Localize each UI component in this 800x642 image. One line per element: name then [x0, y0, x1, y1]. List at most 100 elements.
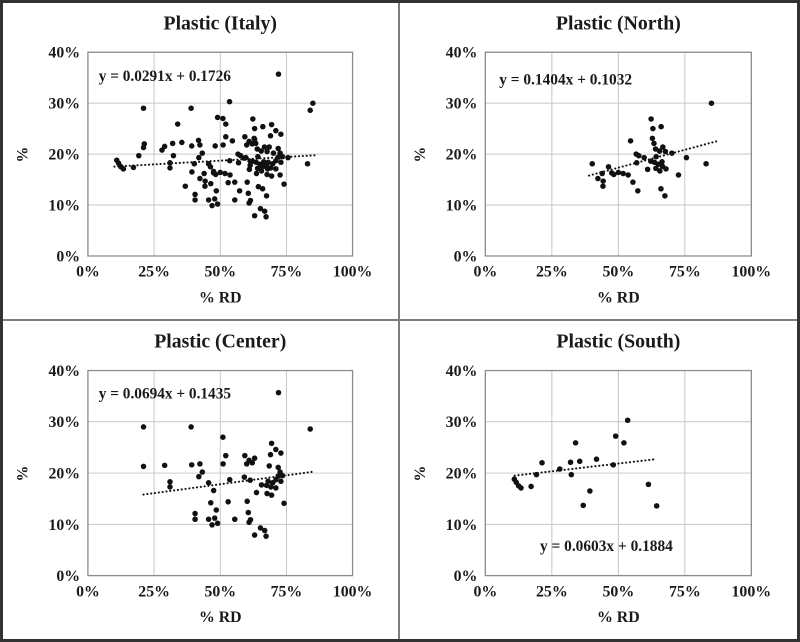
x-tick-label: 50% [602, 264, 634, 281]
data-point [260, 123, 266, 130]
data-point [568, 471, 575, 478]
x-tick-label: 25% [138, 583, 170, 600]
data-point [260, 159, 267, 165]
chart-title: Plastic (North) [556, 13, 681, 35]
data-point [250, 116, 256, 122]
data-point [257, 205, 264, 212]
data-point [161, 462, 168, 469]
y-tick-labels: 0% 10% 20% 30% 40% [446, 45, 478, 266]
y-tick-label: 0% [56, 568, 80, 585]
data-point [251, 455, 258, 461]
data-point [205, 480, 212, 486]
data-point [205, 161, 212, 167]
data-point [188, 424, 194, 430]
data-point [708, 100, 715, 106]
data-point [658, 186, 664, 192]
y-tick-label: 40% [446, 45, 478, 62]
data-point [141, 141, 148, 147]
data-point [247, 162, 253, 169]
x-tick-label: 75% [271, 264, 303, 281]
data-point [225, 499, 231, 505]
data-point [179, 139, 185, 146]
data-point [249, 141, 256, 147]
data-point [213, 507, 220, 513]
data-point [620, 170, 626, 177]
data-point [258, 168, 265, 174]
data-point [251, 125, 258, 132]
data-point [572, 440, 579, 446]
data-point [657, 168, 663, 174]
data-point [229, 138, 236, 144]
data-point [254, 165, 261, 172]
data-point [662, 148, 669, 155]
data-point [263, 533, 269, 539]
data-point [130, 164, 137, 171]
data-point [683, 154, 690, 161]
data-point [656, 148, 663, 154]
data-point [621, 440, 627, 446]
data-point [257, 525, 264, 531]
data-point [263, 193, 270, 199]
x-axis-title: % RD [597, 609, 640, 626]
data-point [244, 179, 250, 185]
data-point [223, 452, 229, 459]
data-point [595, 175, 601, 182]
x-axis-title: % RD [597, 289, 640, 306]
data-point [140, 463, 147, 470]
data-point [223, 134, 229, 140]
data-point [264, 490, 270, 497]
panel-plastic-center: 0% 25% 50% 75% 100% 0% 10% 20% 30% 40% Plastic (… [3, 321, 400, 639]
data-point [197, 142, 203, 148]
data-point [188, 143, 195, 149]
data-point [195, 137, 202, 144]
data-point [251, 212, 258, 219]
data-point [159, 147, 165, 153]
data-point [227, 172, 233, 178]
y-tick-label: 30% [48, 96, 80, 113]
y-axis-title: % [15, 147, 32, 163]
chart-title: Plastic (Italy) [164, 13, 277, 35]
data-point [269, 480, 276, 486]
data-point [210, 487, 217, 494]
data-point [211, 515, 218, 521]
data-point [268, 492, 275, 498]
data-point [182, 183, 189, 189]
data-point [663, 166, 669, 172]
x-tick-label: 100% [731, 583, 771, 600]
data-point [278, 478, 284, 485]
x-tick-label: 75% [669, 583, 701, 600]
y-tick-label: 0% [454, 568, 478, 585]
data-point [651, 140, 657, 147]
y-tick-labels: 0% 10% 20% 30% 40% [48, 45, 80, 266]
data-point [281, 181, 287, 187]
data-point [273, 127, 279, 134]
panel-plastic-south: 0% 25% 50% 75% 100% 0% 10% 20% 30% 40% Plastic (… [400, 321, 797, 639]
data-point [258, 148, 264, 154]
data-point [232, 179, 238, 185]
chart-plastic-south: 0% 25% 50% 75% 100% 0% 10% 20% 30% 40% Plastic (… [412, 331, 771, 626]
trendline [513, 458, 657, 477]
data-point [253, 489, 260, 496]
data-point [268, 173, 275, 179]
data-point [593, 456, 600, 462]
data-point [268, 440, 275, 447]
data-point [261, 144, 268, 150]
data-point [275, 389, 282, 396]
data-point [278, 159, 284, 166]
data-point [278, 131, 284, 137]
y-tick-label: 20% [48, 147, 80, 164]
data-point [636, 152, 642, 159]
data-point [202, 178, 208, 184]
data-point [188, 105, 194, 111]
data-point [278, 450, 284, 456]
data-point [167, 165, 173, 171]
data-point [273, 166, 279, 172]
data-point [258, 482, 265, 488]
data-point [273, 485, 279, 491]
plot-border [484, 51, 752, 257]
equation-label: y = 0.0694x + 0.1435 [99, 385, 232, 402]
plot-border [87, 369, 354, 577]
data-point [242, 134, 248, 140]
plot-border [484, 369, 752, 577]
